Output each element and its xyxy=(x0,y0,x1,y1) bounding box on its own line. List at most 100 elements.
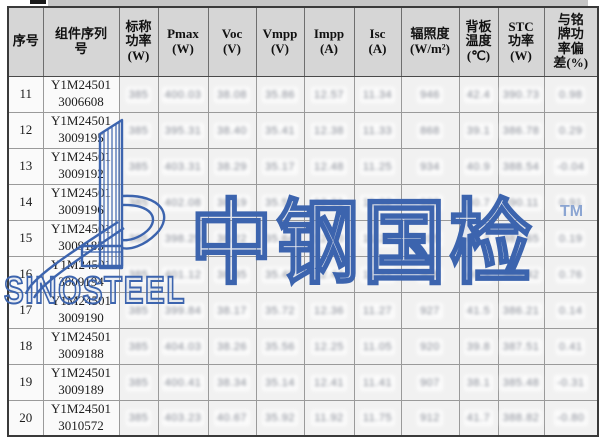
blurred-value: 12.25 xyxy=(310,338,348,355)
serial-number-cell: Y1M24501 3009195 xyxy=(42,111,120,149)
blurred-value: 398.25 xyxy=(161,230,205,247)
blurred-value: 38.26 xyxy=(213,338,251,355)
blurred-value: 387.51 xyxy=(499,338,543,355)
blurred-value: 390.73 xyxy=(499,86,543,103)
measurement-value-cell: 38.19 xyxy=(207,183,257,221)
blurred-value: 40.7 xyxy=(463,194,494,211)
measurement-value-cell: 35.92 xyxy=(255,399,305,437)
measurement-value-cell: 11.25 xyxy=(353,147,402,185)
blurred-value: 915 xyxy=(417,230,443,247)
blurred-value: 868 xyxy=(417,122,443,139)
blurred-value: 41.5 xyxy=(463,302,494,319)
blurred-value: 912 xyxy=(417,410,443,427)
measurement-value-cell: 927 xyxy=(400,291,460,329)
blurred-value: 35.41 xyxy=(261,122,299,139)
serial-number-cell: Y1M24501 3009196 xyxy=(42,183,120,221)
blurred-value: 934 xyxy=(417,158,443,175)
blurred-value: 41.7 xyxy=(463,410,494,427)
column-header-0: 序号 xyxy=(7,6,44,77)
blurred-value: 385 xyxy=(125,338,152,355)
measurement-value-cell: 11.05 xyxy=(353,327,402,365)
measurement-value-cell: 12.48 xyxy=(303,147,355,185)
measurement-value-cell: 388.82 xyxy=(497,399,545,437)
measurement-value-cell: 40.9 xyxy=(458,147,499,185)
measurement-value-cell: 0.29 xyxy=(543,111,599,149)
blurred-value: 12.38 xyxy=(310,122,348,139)
blurred-value: 920 xyxy=(417,338,443,355)
measurement-value-cell: 403.23 xyxy=(157,399,209,437)
measurement-value-cell: 920 xyxy=(400,327,460,365)
blurred-value: 12.31 xyxy=(310,194,348,211)
column-header-11: 与铭 牌功 率偏 差(%) xyxy=(543,6,599,77)
table-row: 18 Y1M24501 3009188 385 404.03 38.26 35.56 12.… xyxy=(7,327,599,365)
measurement-value-cell: 400.03 xyxy=(157,75,209,113)
measurement-value-cell: 35.48 xyxy=(255,255,305,293)
measurement-value-cell: 934 xyxy=(400,147,460,185)
measurement-value-cell: 38.17 xyxy=(207,291,257,329)
table-row: 12 Y1M24501 3009195 385 395.31 38.40 35.41 12.… xyxy=(7,111,599,149)
blurred-value: 12.41 xyxy=(310,374,348,391)
measurement-value-cell: 11.29 xyxy=(353,219,402,257)
column-header-10: STC 功率 (W) xyxy=(497,6,545,77)
blurred-value: 39.1 xyxy=(463,122,494,139)
blurred-value: 387.65 xyxy=(499,230,543,247)
measurement-value-cell: 398.25 xyxy=(157,219,209,257)
blurred-value: -0.04 xyxy=(553,158,588,175)
serial-number-cell: Y1M24501 3006608 xyxy=(42,75,120,113)
column-header-1: 组件序列 号 xyxy=(42,6,120,77)
blurred-value: 38.40 xyxy=(213,122,251,139)
blurred-value: 38.17 xyxy=(213,302,251,319)
blurred-value: 0.14 xyxy=(556,302,586,319)
page-crop-mark xyxy=(30,0,46,4)
module-measurement-table: 序号 组件序列 号标称 功率 (W) Pmax (W) Voc (V) Vmpp (V)… xyxy=(7,6,599,437)
table-row: 19 Y1M24501 3009189 385 400.41 38.34 35.14 12.… xyxy=(7,363,599,401)
blurred-value: 42.4 xyxy=(463,86,494,103)
blurred-value: 403.23 xyxy=(161,410,205,427)
blurred-value: 385 xyxy=(125,266,152,283)
blurred-value: 395.31 xyxy=(161,122,205,139)
blurred-value: 388.54 xyxy=(499,158,543,175)
measurement-value-cell: 385 xyxy=(118,399,159,437)
measurement-value-cell: 403.31 xyxy=(157,147,209,185)
column-header-7: Isc (A) xyxy=(353,6,402,77)
blurred-value: 35.48 xyxy=(261,266,299,283)
column-header-3: Pmax (W) xyxy=(157,6,209,77)
blurred-value: 39.8 xyxy=(463,338,494,355)
measurement-value-cell: 38.40 xyxy=(207,111,257,149)
measurement-value-cell: 388.54 xyxy=(497,147,545,185)
blurred-value: -0.80 xyxy=(553,410,588,427)
row-index-cell: 15 xyxy=(7,219,44,257)
measurement-value-cell: 39.8 xyxy=(458,327,499,365)
blurred-value: 35.64 xyxy=(261,230,299,247)
serial-number-cell: Y1M24501 3009185 xyxy=(42,219,120,257)
column-header-8: 辐照度 (W/m²) xyxy=(400,6,460,77)
table-row: 13 Y1M24501 3009192 385 403.31 38.29 35.17 12.… xyxy=(7,147,599,185)
row-index-cell: 16 xyxy=(7,255,44,293)
serial-number-cell: Y1M24501 3009194 xyxy=(42,255,120,293)
blurred-value: 385 xyxy=(125,374,152,391)
measurement-value-cell: 35.64 xyxy=(255,219,305,257)
blurred-value: 403.31 xyxy=(161,158,205,175)
column-header-4: Voc (V) xyxy=(207,6,257,77)
measurement-value-cell: 35.72 xyxy=(255,291,305,329)
blurred-value: 0.19 xyxy=(556,230,586,247)
measurement-value-cell: 390.11 xyxy=(497,183,545,221)
measurement-value-cell: 38.08 xyxy=(207,75,257,113)
blurred-value: 11.25 xyxy=(359,158,396,175)
blurred-value: 404.03 xyxy=(161,338,205,355)
blurred-value: 11.75 xyxy=(359,410,396,427)
measurement-value-cell: 387.65 xyxy=(497,219,545,257)
measurement-value-cell: 907 xyxy=(400,363,460,401)
measurement-value-cell: 39.1 xyxy=(458,111,499,149)
blurred-value: 12.44 xyxy=(310,266,348,283)
blurred-value: 385.48 xyxy=(499,374,543,391)
blurred-value: 40.3 xyxy=(463,266,494,283)
row-index-cell: 19 xyxy=(7,363,44,401)
measurement-value-cell: 0.98 xyxy=(543,75,599,113)
measurement-value-cell: -0.04 xyxy=(543,147,599,185)
column-header-6: Impp (A) xyxy=(303,6,355,77)
measurement-value-cell: 402.08 xyxy=(157,183,209,221)
row-index-cell: 18 xyxy=(7,327,44,365)
blurred-value: 12.48 xyxy=(310,158,348,175)
